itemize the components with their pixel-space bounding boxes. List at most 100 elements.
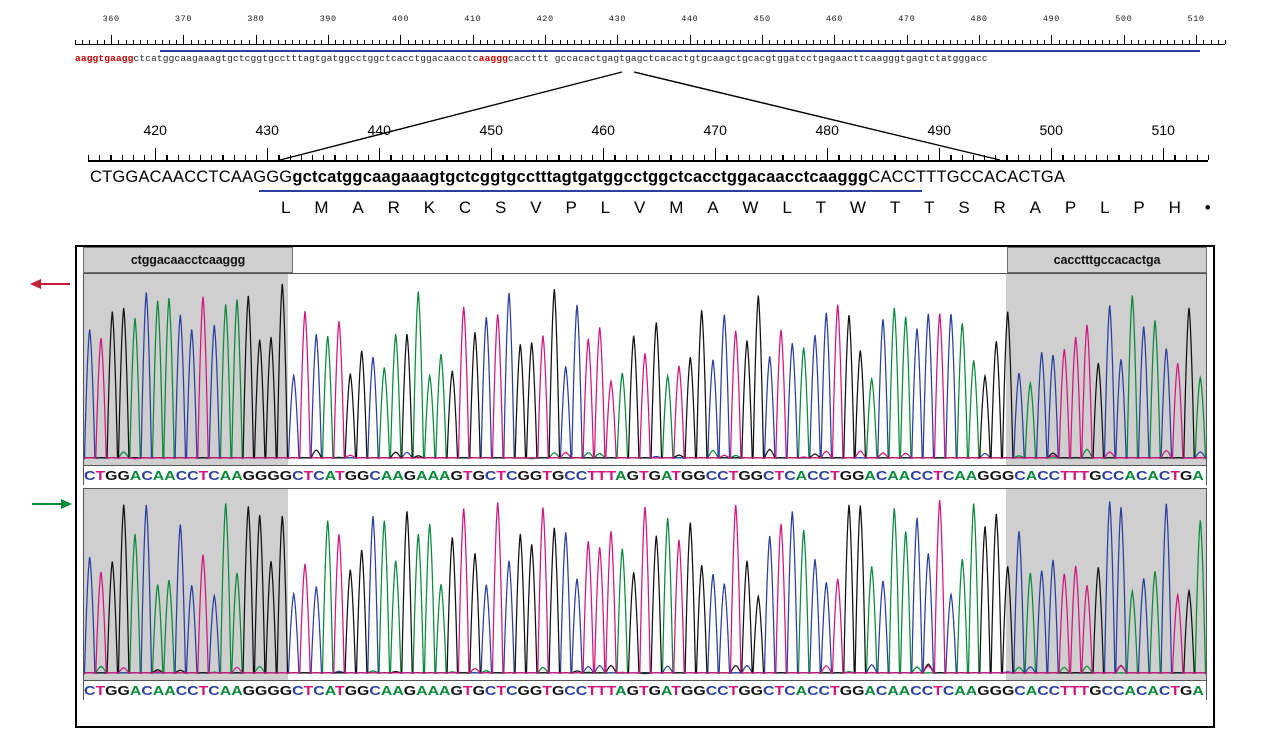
base-call-G: G <box>626 683 639 698</box>
base-call-C: C <box>506 683 518 698</box>
base-call-G: G <box>648 468 662 483</box>
base-call-C: C <box>84 683 96 698</box>
detail-tick-label: 420 <box>143 122 167 138</box>
base-call-A: A <box>129 683 142 698</box>
base-call-A: A <box>864 468 876 483</box>
detail-intron: gctcatggcaagaaagtgctcggtgcctttagtgatggcc… <box>292 168 869 186</box>
base-call-T: T <box>1069 468 1080 483</box>
base-call-A: A <box>324 683 336 698</box>
base-call-C: C <box>1113 683 1125 698</box>
base-call-A: A <box>1192 468 1204 483</box>
lower-base-calls: CTGGACAACCTCAAGGGGCTCATGGCAAGAAAGTGCTCGG… <box>83 681 1207 700</box>
upper-chromatogram-trace <box>83 273 1207 466</box>
base-call-T: T <box>671 468 682 483</box>
base-call-C: C <box>506 468 518 483</box>
base-call-G: G <box>472 468 485 483</box>
base-call-A: A <box>965 683 978 698</box>
base-call-T: T <box>335 468 345 483</box>
base-call-A: A <box>427 468 440 483</box>
base-call-T: T <box>606 468 616 483</box>
base-call-G: G <box>989 683 1002 698</box>
base-call-T: T <box>496 683 507 698</box>
detail-tick-label: 510 <box>1151 122 1175 138</box>
overview-bases: caccttt gccacactgagtgagctcacactgtgcaagct… <box>508 53 988 64</box>
base-call-C: C <box>1113 468 1125 483</box>
base-call-T: T <box>830 683 840 698</box>
base-call-G: G <box>693 468 706 483</box>
lower-shade-left <box>84 489 288 680</box>
base-call-G: G <box>472 683 485 698</box>
base-call-T: T <box>728 683 739 698</box>
base-call-G: G <box>852 683 865 698</box>
base-call-G: G <box>117 683 130 698</box>
base-call-G: G <box>839 468 853 483</box>
protein-residue: P <box>1133 198 1145 217</box>
base-call-T: T <box>830 468 840 483</box>
base-call-A: A <box>231 683 243 698</box>
base-call-A: A <box>661 683 672 698</box>
upper-shade-right <box>1006 274 1206 465</box>
upper-shade-left <box>84 274 288 465</box>
base-call-C: C <box>717 468 729 483</box>
base-call-T: T <box>198 468 209 483</box>
base-call-G: G <box>852 468 865 483</box>
base-call-T: T <box>933 468 943 483</box>
base-call-C: C <box>313 468 325 483</box>
overview-tick-label: 510 <box>1187 14 1205 24</box>
base-call-G: G <box>450 683 463 698</box>
base-call-T: T <box>542 683 552 698</box>
base-call-G: G <box>839 683 853 698</box>
protein-residue: W <box>742 198 759 217</box>
base-call-A: A <box>1025 683 1038 698</box>
base-call-T: T <box>596 468 607 483</box>
protein-residue: R <box>993 198 1006 217</box>
base-call-G: G <box>344 468 358 483</box>
base-call-A: A <box>615 468 627 483</box>
detail-ruler-ticks <box>88 146 1210 160</box>
base-call-C: C <box>141 468 153 483</box>
base-call-G: G <box>450 468 463 483</box>
overview-ruler-ticks <box>75 32 1226 44</box>
base-call-A: A <box>416 683 428 698</box>
protein-residue: L <box>600 198 611 217</box>
base-call-A: A <box>231 468 243 483</box>
overview-sequence: aaggtgaaggctcatggcaagaaagtgctcggtgccttta… <box>75 53 1230 71</box>
base-call-C: C <box>187 468 199 483</box>
base-call-A: A <box>954 683 966 698</box>
base-call-G: G <box>750 468 764 483</box>
base-call-A: A <box>380 468 393 483</box>
base-call-C: C <box>84 468 96 483</box>
base-call-A: A <box>164 683 176 698</box>
base-call-A: A <box>416 468 428 483</box>
base-call-C: C <box>141 683 153 698</box>
base-call-C: C <box>1037 468 1049 483</box>
base-call-T: T <box>1170 683 1181 698</box>
protein-residue: V <box>530 198 542 217</box>
base-call-C: C <box>875 468 888 483</box>
base-call-A: A <box>427 683 440 698</box>
detail-tick-label: 490 <box>927 122 951 138</box>
base-call-C: C <box>313 683 325 698</box>
detail-tick-label: 460 <box>591 122 615 138</box>
base-call-C: C <box>910 468 922 483</box>
base-call-G: G <box>242 468 256 483</box>
protein-residue: K <box>423 198 436 217</box>
base-call-G: G <box>750 683 764 698</box>
base-call-C: C <box>1048 683 1061 698</box>
base-call-G: G <box>693 683 706 698</box>
trace-channel-G <box>84 283 1206 460</box>
base-call-C: C <box>484 683 497 698</box>
base-call-T: T <box>774 683 785 698</box>
protein-residue: R <box>387 198 400 217</box>
base-call-G: G <box>1180 683 1193 698</box>
detail-ruler-labels: 420 430 440 450 460 470 480 490 500 510 <box>88 122 1208 140</box>
base-call-G: G <box>267 683 280 698</box>
detail-exon-right: CACCTTTGCCACACTGA <box>868 168 1066 186</box>
base-call-G: G <box>681 683 694 698</box>
protein-residue: S <box>495 198 507 217</box>
protein-residue: • <box>1204 198 1211 217</box>
overview-tick-label: 380 <box>247 14 265 24</box>
base-call-A: A <box>1124 683 1136 698</box>
base-call-A: A <box>661 468 672 483</box>
base-call-A: A <box>965 468 978 483</box>
